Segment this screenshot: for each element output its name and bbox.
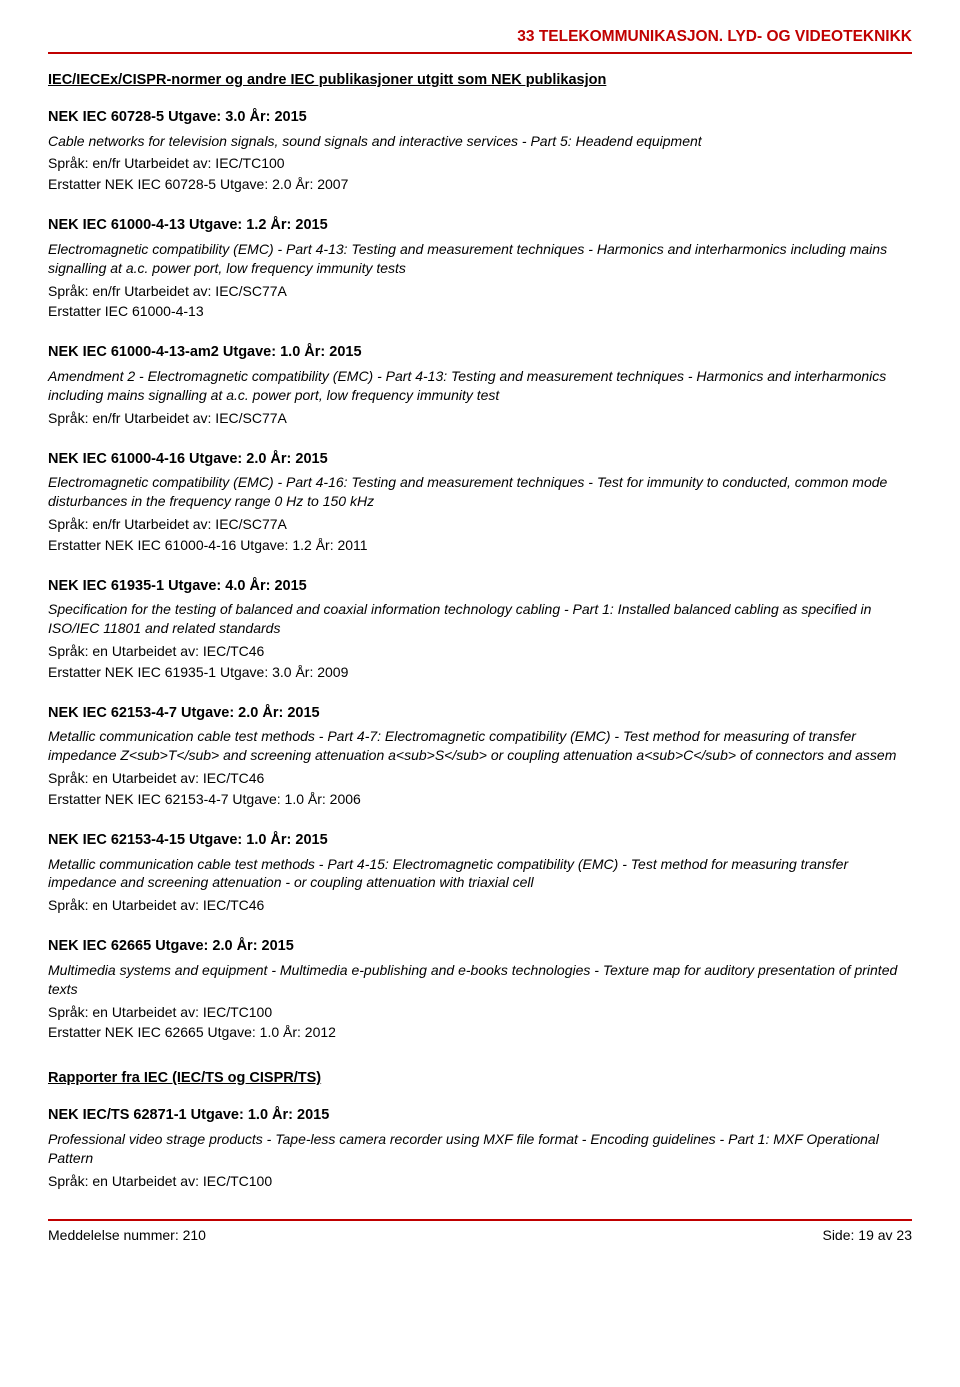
standard-entry: NEK IEC 61000-4-13-am2 Utgave: 1.0 År: 2… <box>48 343 912 427</box>
page: 33 TELEKOMMUNIKASJON. LYD- OG VIDEOTEKNI… <box>0 0 960 1275</box>
entry-meta: Språk: en Utarbeidet av: IEC/TC46 <box>48 896 912 915</box>
entry-title: NEK IEC/TS 62871-1 Utgave: 1.0 År: 2015 <box>48 1106 912 1126</box>
standard-entry: NEK IEC 62153-4-15 Utgave: 1.0 År: 2015 M… <box>48 831 912 915</box>
entry-meta: Språk: en Utarbeidet av: IEC/TC100 <box>48 1172 912 1191</box>
entry-replaces: Erstatter NEK IEC 61000-4-16 Utgave: 1.2… <box>48 536 912 555</box>
standard-entry: NEK IEC 62665 Utgave: 2.0 År: 2015 Multim… <box>48 937 912 1042</box>
page-footer: Meddelelse nummer: 210 Side: 19 av 23 <box>48 1227 912 1255</box>
header-divider <box>48 52 912 54</box>
entry-replaces: Erstatter IEC 61000-4-13 <box>48 302 912 321</box>
entry-replaces: Erstatter NEK IEC 61935-1 Utgave: 3.0 År… <box>48 663 912 682</box>
entry-description: Professional video strage products - Tap… <box>48 1130 912 1168</box>
entry-title: NEK IEC 62153-4-15 Utgave: 1.0 År: 2015 <box>48 831 912 851</box>
entry-description: Specification for the testing of balance… <box>48 600 912 638</box>
entry-description: Cable networks for television signals, s… <box>48 132 912 151</box>
entry-replaces: Erstatter NEK IEC 62665 Utgave: 1.0 År: … <box>48 1023 912 1042</box>
entry-meta: Språk: en Utarbeidet av: IEC/TC100 <box>48 1003 912 1022</box>
footer-left: Meddelelse nummer: 210 <box>48 1227 206 1243</box>
entry-title: NEK IEC 61000-4-16 Utgave: 2.0 År: 2015 <box>48 450 912 470</box>
entry-meta: Språk: en Utarbeidet av: IEC/TC46 <box>48 642 912 661</box>
entry-meta: Språk: en/fr Utarbeidet av: IEC/SC77A <box>48 409 912 428</box>
entry-title: NEK IEC 62153-4-7 Utgave: 2.0 År: 2015 <box>48 704 912 724</box>
entry-title: NEK IEC 61000-4-13 Utgave: 1.2 År: 2015 <box>48 216 912 236</box>
sub-section-heading: Rapporter fra IEC (IEC/TS og CISPR/TS) <box>48 1070 912 1086</box>
entry-replaces: Erstatter NEK IEC 62153-4-7 Utgave: 1.0 … <box>48 790 912 809</box>
entry-title: NEK IEC 61935-1 Utgave: 4.0 År: 2015 <box>48 577 912 597</box>
standard-entry: NEK IEC 61000-4-16 Utgave: 2.0 År: 2015 E… <box>48 450 912 555</box>
entry-description: Electromagnetic compatibility (EMC) - Pa… <box>48 240 912 278</box>
entry-title: NEK IEC 61000-4-13-am2 Utgave: 1.0 År: 2… <box>48 343 912 363</box>
entry-title: NEK IEC 60728-5 Utgave: 3.0 År: 2015 <box>48 108 912 128</box>
entry-description: Metallic communication cable test method… <box>48 855 912 893</box>
entry-meta: Språk: en/fr Utarbeidet av: IEC/SC77A <box>48 282 912 301</box>
standard-entry: NEK IEC/TS 62871-1 Utgave: 1.0 År: 2015 P… <box>48 1106 912 1190</box>
page-category-title: 33 TELEKOMMUNIKASJON. LYD- OG VIDEOTEKNI… <box>48 28 912 46</box>
entry-description: Electromagnetic compatibility (EMC) - Pa… <box>48 473 912 511</box>
standard-entry: NEK IEC 61000-4-13 Utgave: 1.2 År: 2015 E… <box>48 216 912 321</box>
entry-meta: Språk: en Utarbeidet av: IEC/TC46 <box>48 769 912 788</box>
standard-entry: NEK IEC 62153-4-7 Utgave: 2.0 År: 2015 Me… <box>48 704 912 809</box>
entry-description: Multimedia systems and equipment - Multi… <box>48 961 912 999</box>
entry-replaces: Erstatter NEK IEC 60728-5 Utgave: 2.0 År… <box>48 175 912 194</box>
entry-title: NEK IEC 62665 Utgave: 2.0 År: 2015 <box>48 937 912 957</box>
entry-description: Amendment 2 - Electromagnetic compatibil… <box>48 367 912 405</box>
footer-divider <box>48 1219 912 1221</box>
entries-list: NEK IEC 60728-5 Utgave: 3.0 År: 2015 Cabl… <box>48 108 912 1042</box>
footer-right: Side: 19 av 23 <box>822 1227 912 1243</box>
section-heading: IEC/IECEx/CISPR-normer og andre IEC publ… <box>48 72 912 88</box>
standard-entry: NEK IEC 61935-1 Utgave: 4.0 År: 2015 Spec… <box>48 577 912 682</box>
standard-entry: NEK IEC 60728-5 Utgave: 3.0 År: 2015 Cabl… <box>48 108 912 194</box>
entry-description: Metallic communication cable test method… <box>48 727 912 765</box>
entry-meta: Språk: en/fr Utarbeidet av: IEC/TC100 <box>48 154 912 173</box>
sub-entries-list: NEK IEC/TS 62871-1 Utgave: 1.0 År: 2015 P… <box>48 1106 912 1190</box>
entry-meta: Språk: en/fr Utarbeidet av: IEC/SC77A <box>48 515 912 534</box>
